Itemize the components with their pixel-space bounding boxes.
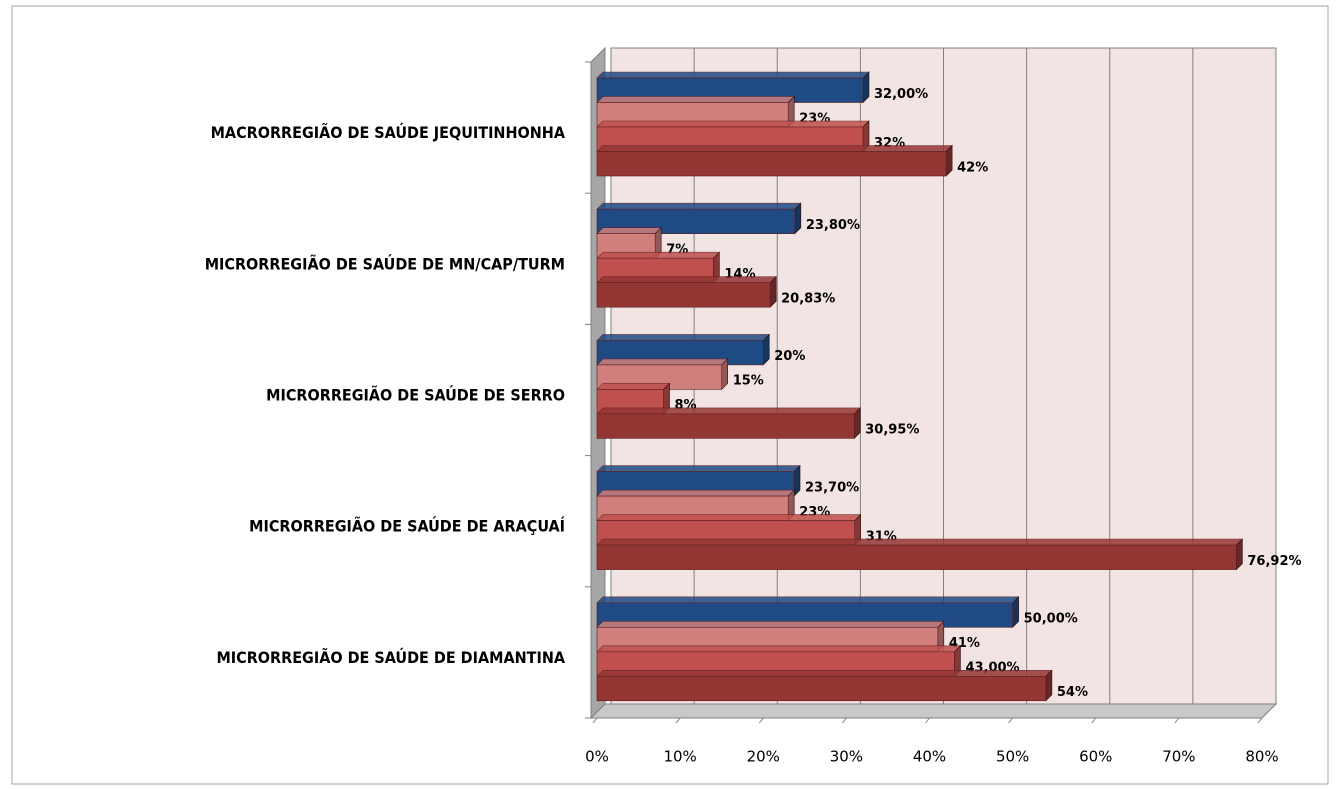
bar (596, 675, 1047, 702)
category-label: MICRORREGIÃO DE SAÚDE DE MN/CAP/TURM (205, 254, 565, 273)
category-label: MICRORREGIÃO DE SAÚDE DE ARAÇUAÍ (249, 517, 565, 536)
bar-top (596, 276, 777, 284)
value-label: 30,95% (865, 423, 919, 438)
x-tick-label: 10% (663, 748, 696, 766)
bar-top (596, 465, 801, 472)
value-label: 23,70% (805, 480, 859, 495)
tick-mark (1257, 717, 1263, 724)
bar-top (596, 145, 953, 152)
x-tick-label: 50% (996, 748, 1029, 766)
category-label: MICRORREGIÃO DE SAÚDE DE SERRO (266, 386, 565, 405)
floor (589, 703, 1278, 719)
bar-top (596, 645, 962, 653)
bar-top (596, 489, 795, 497)
bar-top (596, 71, 870, 79)
tick-mark (675, 717, 681, 724)
value-label: 15% (733, 374, 764, 389)
value-label: 50,00% (1024, 612, 1078, 627)
tick-mark (925, 717, 930, 724)
bar-top (596, 538, 1244, 546)
bar-top (596, 120, 870, 128)
value-label: 23,80% (806, 218, 860, 233)
value-label: 20% (774, 349, 805, 364)
bar-top (596, 383, 671, 390)
value-label: 54% (1057, 685, 1088, 700)
bar-top (596, 227, 662, 234)
bar (596, 413, 855, 439)
category-label: MACRORREGIÃO DE SAÚDE JEQUITINHONHA (211, 123, 566, 142)
bar (596, 282, 771, 308)
value-label: 76,92% (1247, 554, 1301, 569)
bar-top (596, 358, 729, 366)
bar-top (596, 620, 945, 628)
bar-top (596, 202, 802, 210)
bar-top (596, 596, 1020, 604)
tick-mark (1174, 717, 1180, 724)
x-tick-label: 30% (830, 748, 863, 766)
bar (596, 544, 1237, 570)
tick-mark (1091, 717, 1097, 724)
x-tick-label: 0% (585, 748, 609, 766)
tick-mark (758, 717, 764, 724)
value-label: 20,83% (781, 291, 835, 306)
bar-top (596, 251, 721, 259)
bar-top (596, 334, 770, 341)
tick-mark (592, 717, 598, 724)
x-tick-label: 80% (1245, 748, 1278, 766)
x-tick-label: 60% (1079, 748, 1112, 766)
bar-top (596, 96, 795, 103)
category-label: MICRORREGIÃO DE SAÚDE DE DIAMANTINA (216, 648, 565, 667)
x-tick-label: 20% (747, 748, 780, 766)
bar-top (596, 514, 862, 521)
value-label: 42% (957, 160, 988, 175)
tick-mark (841, 717, 847, 724)
bar (596, 151, 947, 177)
tick-mark (1008, 717, 1014, 724)
x-tick-label: 70% (1162, 748, 1195, 766)
bar-top (596, 669, 1053, 677)
value-label: 32,00% (874, 87, 928, 102)
bar-top (596, 407, 861, 415)
x-tick-label: 40% (913, 748, 946, 766)
